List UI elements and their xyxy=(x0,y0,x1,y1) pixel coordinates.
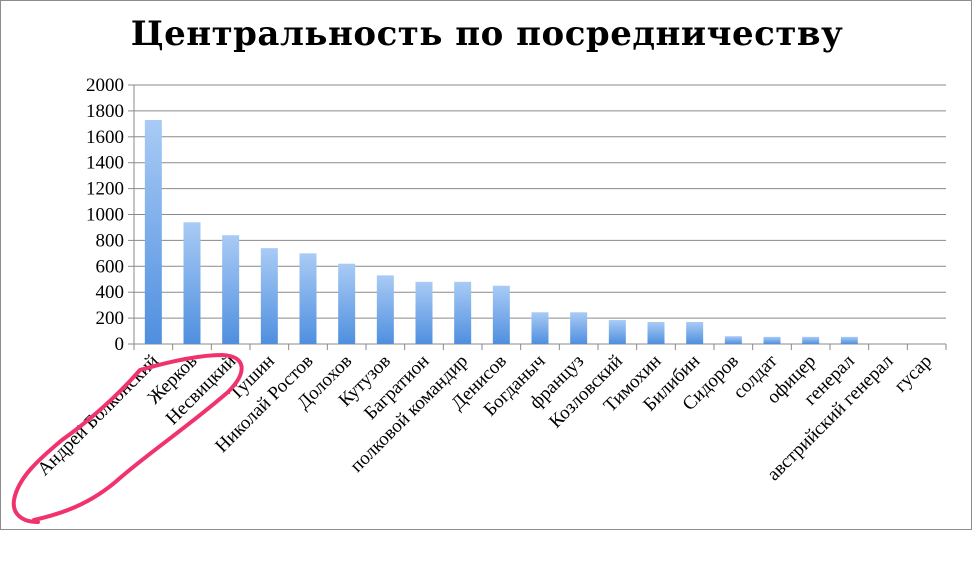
bar xyxy=(531,312,549,344)
y-tick-label: 1200 xyxy=(86,179,124,200)
bars xyxy=(144,119,858,344)
y-tick-label: 1800 xyxy=(86,101,124,122)
y-tick-label: 1400 xyxy=(86,153,124,174)
bar xyxy=(724,336,742,344)
bar xyxy=(222,235,240,344)
bar xyxy=(454,281,472,344)
y-tick-label: 400 xyxy=(96,282,125,303)
bar xyxy=(376,275,394,344)
bar xyxy=(647,321,665,344)
bar xyxy=(840,336,858,344)
bar xyxy=(763,336,781,344)
bar xyxy=(338,263,356,344)
bar xyxy=(260,248,278,344)
chart-title: Центральность по посредничеству xyxy=(130,14,844,54)
bar xyxy=(183,222,201,344)
y-tick-label: 1000 xyxy=(86,205,124,226)
bar xyxy=(492,285,510,344)
category-label: гусар xyxy=(890,351,936,397)
y-tick-label: 200 xyxy=(96,308,125,329)
bar xyxy=(570,312,588,344)
y-tick-label: 600 xyxy=(96,256,125,277)
y-tick-label: 0 xyxy=(115,334,125,355)
gridlines xyxy=(128,84,946,345)
bar xyxy=(144,119,162,344)
bar xyxy=(299,253,317,344)
y-tick-label: 2000 xyxy=(86,75,124,96)
bar xyxy=(608,320,626,344)
bar xyxy=(802,336,820,344)
chart-frame xyxy=(0,0,972,530)
y-tick-label: 800 xyxy=(96,230,125,251)
y-tick-labels: 0 200 400 600 800 1000 1200 1400 1600 1800 2000 xyxy=(86,75,124,355)
bar xyxy=(415,281,433,344)
bar xyxy=(686,321,704,344)
hand-drawn-highlight xyxy=(11,353,244,524)
y-tick-label: 1600 xyxy=(86,127,124,148)
category-labels: Андрей БолконскийЖерковНесвицкийТушинНик… xyxy=(33,350,936,485)
axes xyxy=(133,85,947,350)
